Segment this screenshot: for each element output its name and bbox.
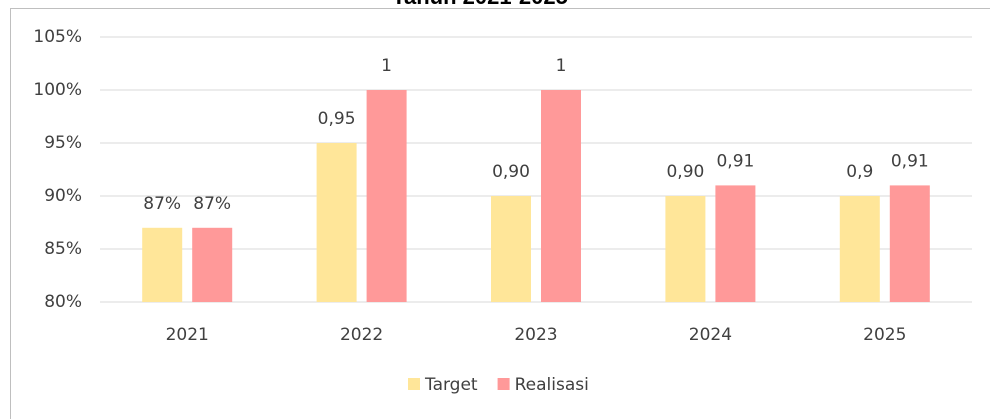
y-tick-label: 80% xyxy=(44,292,82,312)
y-tick-label: 95% xyxy=(44,133,82,153)
y-tick-label: 100% xyxy=(33,80,82,100)
bar xyxy=(889,185,930,302)
x-tick-label: 2022 xyxy=(340,325,383,345)
bar xyxy=(491,196,531,302)
x-tick-label: 2023 xyxy=(514,325,557,345)
value-label: 87% xyxy=(143,194,181,214)
legend-label: Target xyxy=(424,375,478,395)
value-label: 0,91 xyxy=(891,151,929,171)
legend-swatch xyxy=(408,378,420,390)
y-tick-label: 105% xyxy=(33,27,82,47)
x-tick-label: 2021 xyxy=(166,325,209,345)
bar xyxy=(541,90,581,302)
chart-title: Tahun 2021-2025 xyxy=(392,0,568,9)
value-label: 0,95 xyxy=(318,109,356,129)
legend-label: Realisasi xyxy=(515,375,589,395)
value-label: 87% xyxy=(193,194,231,214)
value-label: 0,91 xyxy=(716,151,754,171)
y-tick-label: 90% xyxy=(44,186,82,206)
x-tick-label: 2024 xyxy=(689,325,732,345)
value-label: 0,90 xyxy=(666,162,704,182)
legend-swatch xyxy=(497,378,510,390)
value-label: 0,90 xyxy=(492,162,530,182)
bar xyxy=(839,196,880,302)
bar xyxy=(192,227,233,302)
bar xyxy=(715,185,756,302)
bar xyxy=(366,90,407,302)
value-label: 0,9 xyxy=(846,162,873,182)
value-label: 1 xyxy=(556,56,567,76)
bar xyxy=(142,227,183,302)
bar xyxy=(665,196,706,302)
bar xyxy=(316,143,357,302)
y-tick-label: 85% xyxy=(44,239,82,259)
value-label: 1 xyxy=(381,56,392,76)
x-tick-label: 2025 xyxy=(863,325,906,345)
